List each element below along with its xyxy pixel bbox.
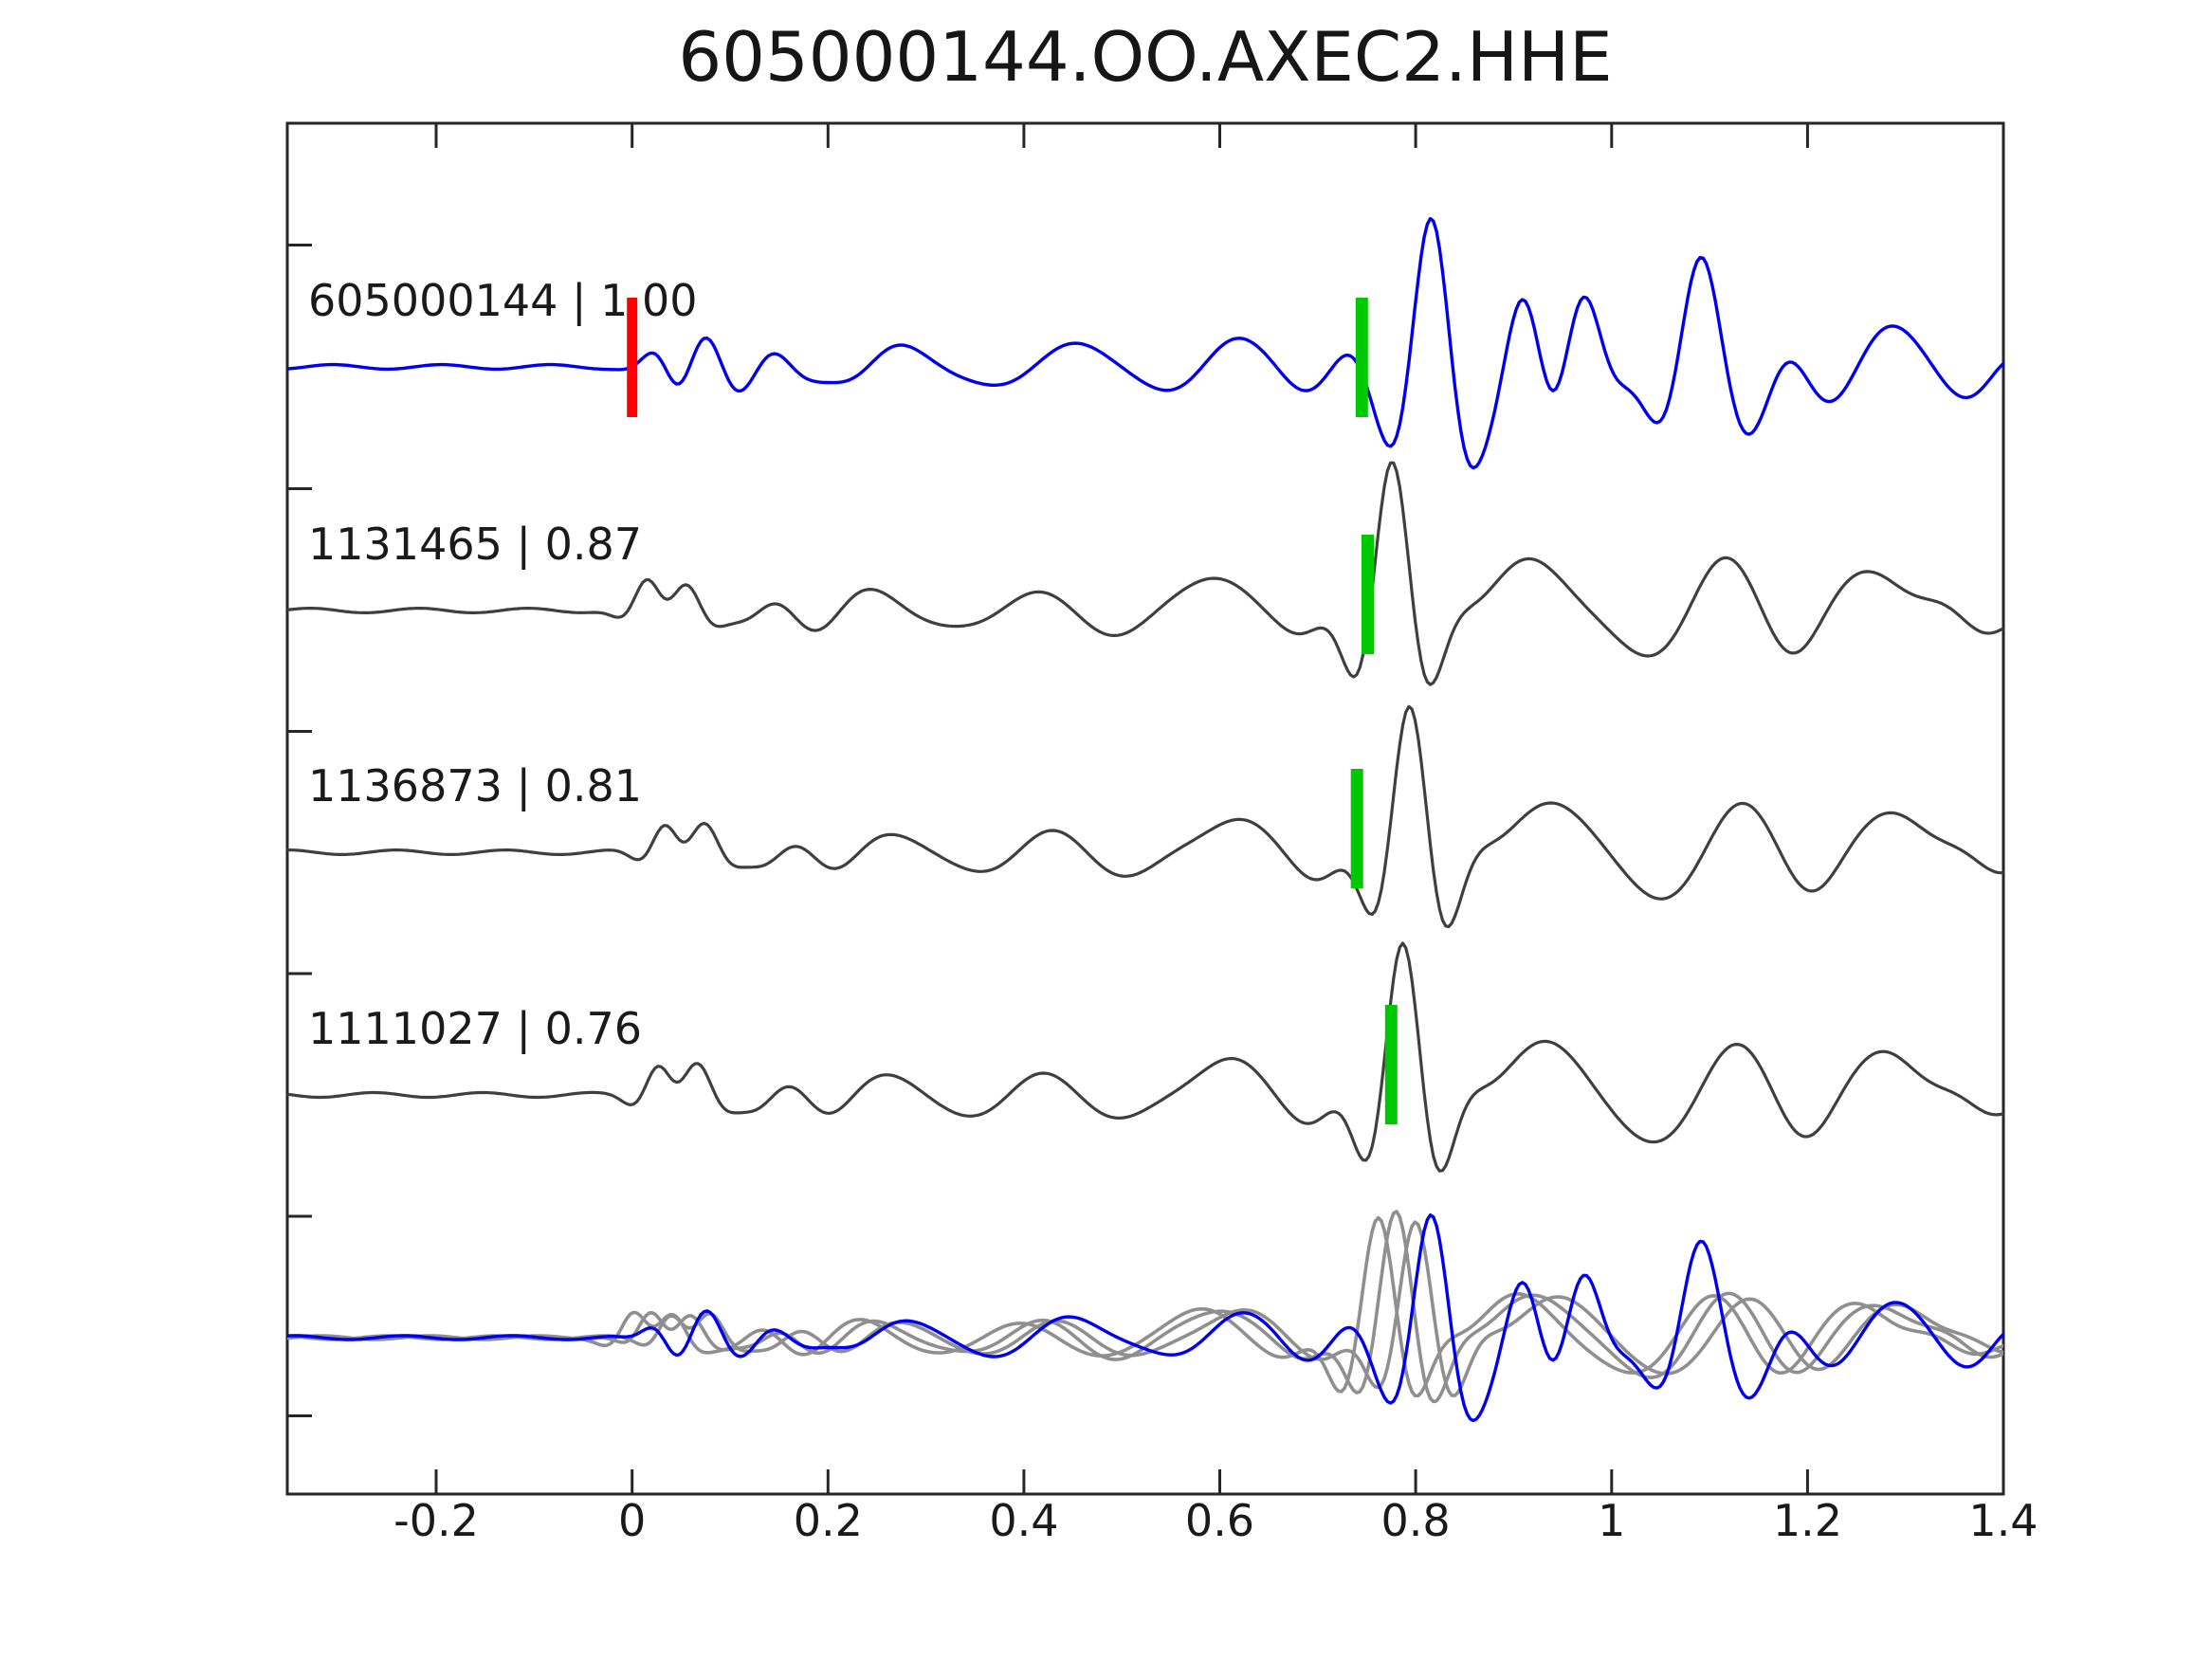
trace-path-1136873	[287, 704, 2003, 929]
trace-path-overlay-2	[287, 1220, 2003, 1397]
x-tick-label: 0.8	[1381, 1495, 1451, 1546]
trace-path-1111027	[287, 941, 2003, 1173]
trace-label-1111027: 1111027 | 0.76	[308, 1003, 642, 1055]
trace-path-1131465	[287, 461, 2003, 686]
plot-border	[285, 121, 2005, 1496]
x-tick-label: 1.2	[1773, 1495, 1842, 1546]
traces-group	[287, 216, 2003, 1423]
x-tick-label: 0.2	[794, 1495, 863, 1546]
correlation-pick-marker-1131465	[1362, 535, 1374, 654]
trace-path-overlay-3	[287, 1213, 2003, 1423]
chart-title: 605000144.OO.AXEC2.HHE	[678, 17, 1613, 97]
trace-path-605000144	[287, 216, 2003, 470]
x-tick-label: 0.4	[989, 1495, 1058, 1546]
x-tick-label: 1.4	[1968, 1495, 2038, 1546]
trace-label-1136873: 1136873 | 0.81	[308, 760, 642, 812]
x-tick-label: -0.2	[393, 1495, 479, 1546]
trace-label-1131465: 1131465 | 0.87	[308, 519, 642, 571]
correlation-pick-marker-605000144	[1355, 298, 1368, 417]
x-tick-label: 0	[618, 1495, 646, 1546]
x-tick-label: 0.6	[1185, 1495, 1254, 1546]
correlation-pick-marker-1136873	[1350, 769, 1363, 888]
reference-pick-marker-605000144	[627, 298, 638, 417]
x-tick-label: 1	[1598, 1495, 1625, 1546]
trace-path-overlay-1	[287, 1210, 2003, 1404]
correlation-pick-marker-1111027	[1384, 1005, 1398, 1124]
trace-label-605000144: 605000144 | 1.00	[308, 275, 698, 327]
